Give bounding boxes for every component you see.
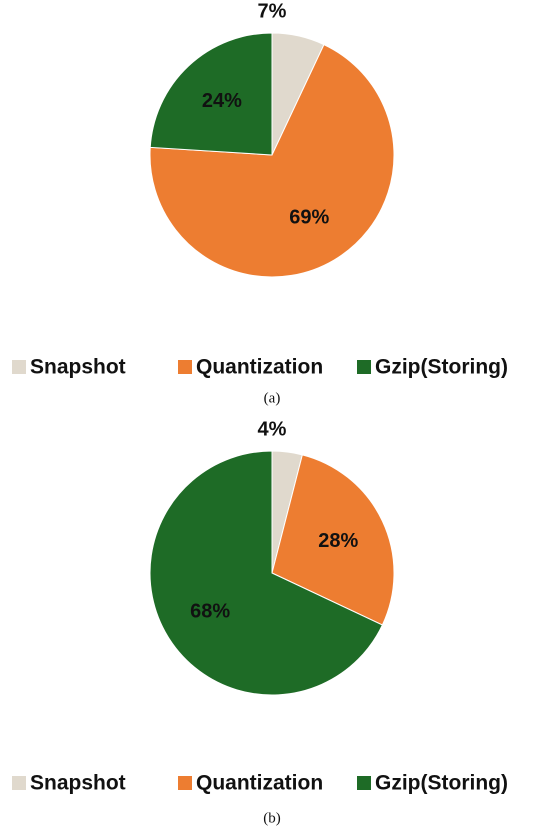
pie-slice [149,450,384,696]
legend-swatch [178,360,192,374]
legend-swatch [357,776,371,790]
data-label: 68% [190,601,230,623]
data-label: 69% [289,206,329,228]
legend-swatch [12,776,26,790]
data-label: 4% [258,418,287,440]
data-label: 28% [318,530,358,552]
pie-slice [149,43,395,278]
caption: (a) [264,390,281,406]
legend-swatch [12,360,26,374]
legend-label: Quantization [196,356,323,379]
legend-label: Snapshot [30,772,126,795]
legend-label: Snapshot [30,356,126,379]
pie-slice [271,454,395,626]
legend-label: Gzip(Storing) [375,356,508,379]
legend-label: Quantization [196,772,323,795]
data-label: 7% [258,0,287,22]
caption: (b) [263,810,281,826]
legend-swatch [178,776,192,790]
data-label: 24% [202,90,242,112]
pie-slice [149,32,273,156]
legend-label: Gzip(Storing) [375,772,508,795]
legend-swatch [357,360,371,374]
